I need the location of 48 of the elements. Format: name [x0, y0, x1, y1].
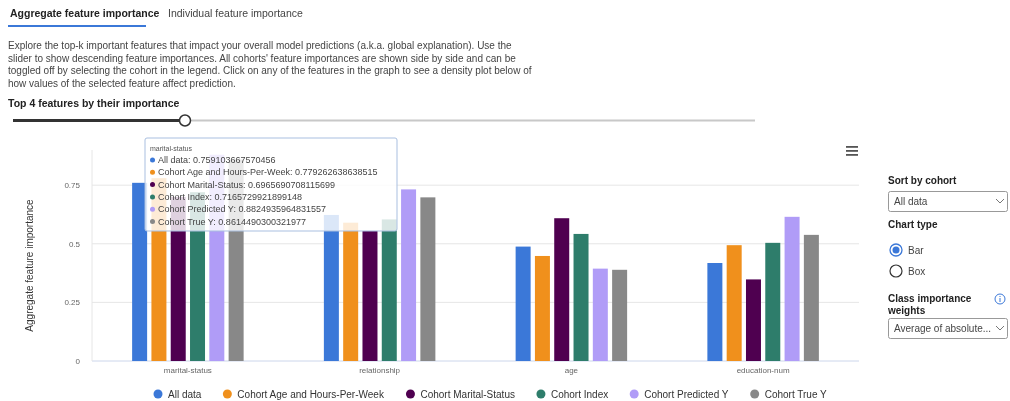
bar [420, 197, 436, 361]
annotation: All data: 0.759103667570456 [158, 155, 276, 165]
bar [573, 233, 589, 361]
legend-label: Cohort Predicted Y [644, 388, 729, 400]
legend-label: Cohort Marital-Status [420, 388, 515, 400]
legend-label: All data [168, 388, 202, 400]
text: Box [908, 266, 926, 277]
y-tick-label: 0.25 [64, 298, 81, 308]
text: Sort by cohort [888, 175, 957, 186]
x-tick-label: education-num [736, 366, 790, 375]
text: Individual feature importance [168, 7, 303, 19]
x-tick-label: marital-status [163, 366, 212, 375]
bar [745, 279, 761, 361]
annotation: Cohort Age and Hours-Per-Week: 0.779262638638515 [158, 167, 378, 178]
bar [765, 242, 781, 361]
y-axis-title: Aggregate feature importance [24, 198, 35, 332]
text: Explore the top-k important features that impact your overall model predictions (a.k.a. global explanation). Use the slider to show descending feature importances. All cohorts' feature importances are shown side by side and can be toggled off by selecting the cohort in the legend. Click on any of the features in the graph to see a density plot below of how values of the selected feature affect prediction. [8, 40, 532, 89]
legend-label: Cohort Age and Hours-Per-Week [237, 388, 385, 400]
bar [362, 230, 378, 361]
bar [707, 263, 723, 361]
text: Bar [908, 245, 925, 256]
y-tick-label: 0.75 [64, 181, 81, 191]
text: Top 4 features by their importance [8, 97, 180, 109]
legend-label: Cohort Index [550, 388, 609, 400]
bar [401, 189, 417, 361]
bar [554, 218, 570, 361]
annotation: Cohort Index: 0.7165729921899148 [158, 191, 303, 202]
bar [592, 268, 608, 361]
x-tick-label: relationship [359, 366, 401, 375]
x-tick-label: age [564, 366, 579, 375]
bar [784, 216, 800, 361]
text: Chart type [888, 219, 938, 230]
bar [515, 246, 531, 361]
text: Class importance weights [887, 293, 972, 316]
y-tick-label: 0.5 [68, 239, 81, 249]
y-tick-label: 0 [75, 357, 81, 366]
annotation: Cohort Marital-Status: 0.6965690708115699 [158, 179, 335, 190]
bar [803, 234, 819, 361]
bar [726, 245, 742, 361]
bar [534, 255, 550, 361]
bar [612, 269, 628, 361]
legend-label: Cohort True Y [764, 388, 828, 400]
text: Average of absolute... [894, 323, 992, 334]
annotation: Cohort True Y: 0.8614490300321977 [158, 216, 306, 227]
bar [132, 182, 148, 361]
text: All data [894, 196, 928, 207]
annotation: Cohort Predicted Y: 0.8824935964831557 [158, 204, 326, 215]
text: Aggregate feature importance [10, 7, 160, 19]
